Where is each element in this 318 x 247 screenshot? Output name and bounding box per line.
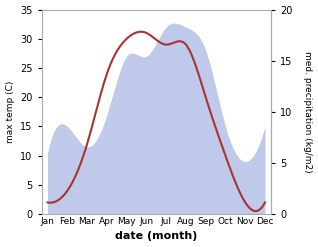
- Y-axis label: max temp (C): max temp (C): [5, 81, 15, 143]
- X-axis label: date (month): date (month): [115, 231, 197, 242]
- Y-axis label: med. precipitation (kg/m2): med. precipitation (kg/m2): [303, 51, 313, 173]
